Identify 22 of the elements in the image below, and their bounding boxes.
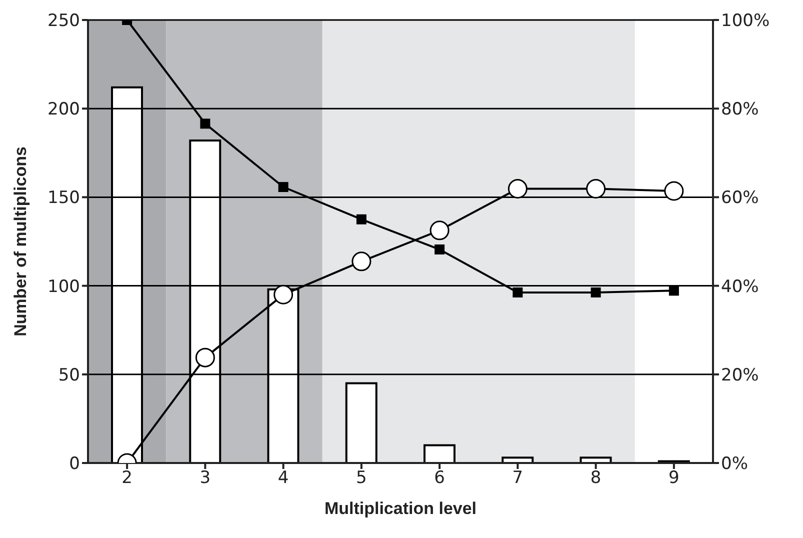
y-tick-label: 250 — [48, 11, 80, 32]
y2-tick-label: 100% — [721, 11, 770, 32]
y-axis-title: Number of multiplicons — [11, 146, 30, 336]
y2-tick-label: 80% — [721, 100, 759, 120]
x-axis-title: Multiplication level — [324, 499, 477, 518]
x-tick-label: 9 — [668, 468, 680, 488]
x-tick-label: 4 — [278, 468, 289, 488]
x-tick-label: 3 — [200, 468, 211, 488]
y-tick-label: 100 — [48, 276, 80, 297]
y-tick-label: 50 — [58, 365, 80, 386]
y-tick-label: 0 — [69, 454, 80, 474]
y-tick-label: 150 — [48, 188, 80, 208]
y-tick-label: 200 — [48, 100, 80, 120]
y2-tick-label: 20% — [721, 365, 759, 386]
y2-tick-label: 40% — [721, 276, 759, 297]
x-tick-label: 2 — [122, 468, 132, 488]
y2-tick-label: 0% — [721, 454, 748, 474]
x-tick-label: 6 — [434, 468, 445, 488]
y2-tick-label: 60% — [721, 188, 759, 208]
x-tick-label: 7 — [512, 468, 524, 488]
x-tick-label: 5 — [356, 468, 367, 488]
x-tick-label: 8 — [590, 468, 602, 488]
